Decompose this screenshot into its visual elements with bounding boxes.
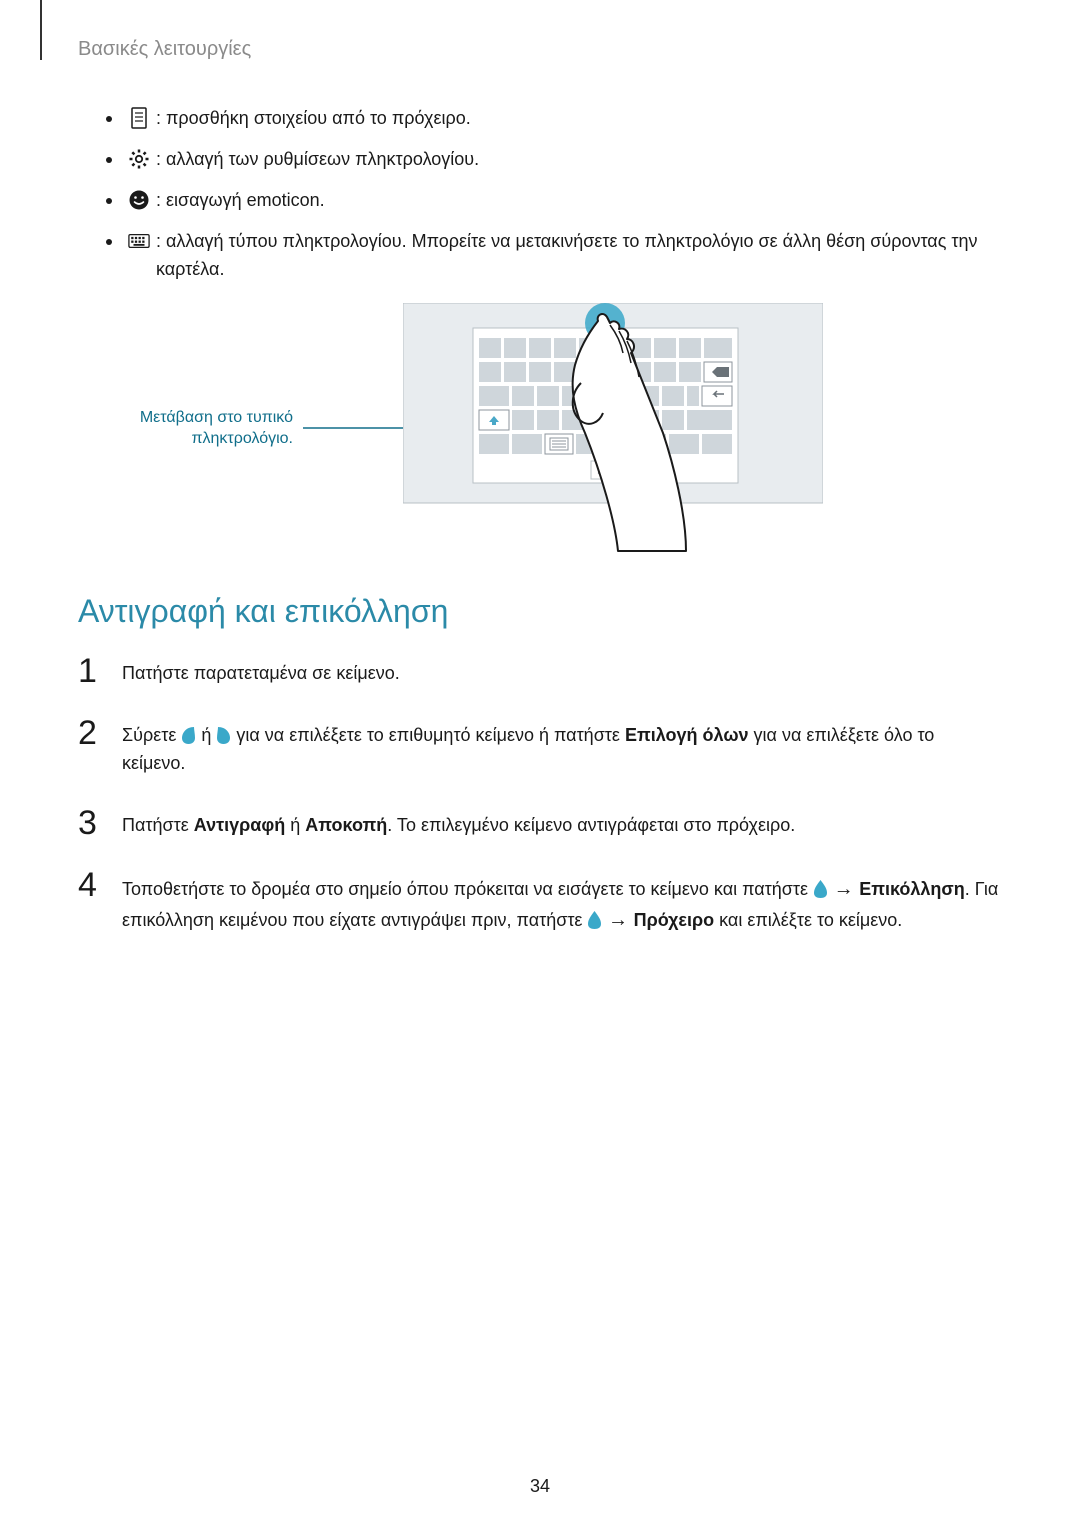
arrow-icon: → bbox=[828, 878, 859, 900]
bullet-dot bbox=[106, 198, 112, 204]
bold-label: Επιλογή όλων bbox=[625, 725, 749, 745]
bullet-text: : αλλαγή τύπου πληκτρολογίου. Μπορείτε ν… bbox=[156, 228, 1002, 284]
bold-label: Πρόχειρο bbox=[634, 910, 715, 930]
bullet-item: : προσθήκη στοιχείου από το πρόχειρο. bbox=[106, 105, 1002, 133]
bold-label: Επικόλληση bbox=[859, 879, 965, 899]
bullet-item: : αλλαγή των ρυθμίσεων πληκτρολογίου. bbox=[106, 146, 1002, 174]
text: Τοποθετήστε το δρομέα στο σημείο όπου πρ… bbox=[122, 879, 813, 899]
keyboard-type-icon bbox=[128, 230, 150, 252]
text: . Το επιλεγμένο κείμενο αντιγράφεται στο… bbox=[387, 815, 795, 835]
bold-label: Αντιγραφή bbox=[194, 815, 285, 835]
step-body: Τοποθετήστε το δρομέα στο σημείο όπου πρ… bbox=[122, 868, 1002, 936]
breadcrumb: Βασικές λειτουργίες bbox=[78, 38, 251, 61]
bullet-text: : προσθήκη στοιχείου από το πρόχειρο. bbox=[156, 105, 1002, 133]
bullet-list: : προσθήκη στοιχείου από το πρόχειρο. : … bbox=[106, 105, 1002, 283]
bullet-text: : εισαγωγή emoticon. bbox=[156, 187, 1002, 215]
arrow-icon: → bbox=[602, 909, 633, 931]
gear-icon bbox=[128, 148, 150, 170]
step-number: 1 bbox=[78, 654, 122, 688]
page-number: 34 bbox=[0, 1476, 1080, 1497]
bullet-dot bbox=[106, 116, 112, 122]
cursor-handle-icon bbox=[587, 910, 602, 929]
step-item: 2 Σύρετε ή για να επιλέξετε το επιθυμητό… bbox=[78, 716, 1002, 778]
text: ή bbox=[196, 725, 216, 745]
step-body: Σύρετε ή για να επιλέξετε το επιθυμητό κ… bbox=[122, 716, 1002, 778]
figure-callout: Μετάβαση στο τυπικό πληκτρολόγιο. bbox=[78, 407, 303, 450]
step-item: 3 Πατήστε Αντιγραφή ή Αποκοπή. Το επιλεγ… bbox=[78, 806, 1002, 840]
numbered-list: 1 Πατήστε παρατεταμένα σε κείμενο. 2 Σύρ… bbox=[78, 654, 1002, 936]
text: Πατήστε bbox=[122, 815, 194, 835]
section-title: Αντιγραφή και επικόλληση bbox=[78, 593, 1002, 630]
callout-line2: πληκτρολόγιο. bbox=[191, 430, 293, 447]
selection-handle-right-icon bbox=[216, 725, 231, 744]
step-body: Πατήστε παρατεταμένα σε κείμενο. bbox=[122, 654, 400, 688]
bold-label: Αποκοπή bbox=[305, 815, 387, 835]
figure-row: Μετάβαση στο τυπικό πληκτρολόγιο. bbox=[78, 303, 1002, 553]
step-item: 4 Τοποθετήστε το δρομέα στο σημείο όπου … bbox=[78, 868, 1002, 936]
bullet-dot bbox=[106, 157, 112, 163]
bullet-item: : αλλαγή τύπου πληκτρολογίου. Μπορείτε ν… bbox=[106, 228, 1002, 284]
step-body: Πατήστε Αντιγραφή ή Αποκοπή. Το επιλεγμέ… bbox=[122, 806, 795, 840]
keyboard-illustration bbox=[403, 303, 823, 553]
bullet-dot bbox=[106, 239, 112, 245]
content-area: : προσθήκη στοιχείου από το πρόχειρο. : … bbox=[78, 105, 1002, 964]
step-number: 3 bbox=[78, 806, 122, 840]
callout-line1: Μετάβαση στο τυπικό bbox=[140, 409, 293, 426]
clipboard-icon bbox=[128, 107, 150, 129]
step-number: 2 bbox=[78, 716, 122, 750]
step-item: 1 Πατήστε παρατεταμένα σε κείμενο. bbox=[78, 654, 1002, 688]
bullet-item: : εισαγωγή emoticon. bbox=[106, 187, 1002, 215]
text: και επιλέξτε το κείμενο. bbox=[714, 910, 902, 930]
page-border-mark bbox=[40, 0, 42, 60]
emoticon-icon bbox=[128, 189, 150, 211]
selection-handle-left-icon bbox=[181, 725, 196, 744]
text: Σύρετε bbox=[122, 725, 181, 745]
step-number: 4 bbox=[78, 868, 122, 902]
cursor-handle-icon bbox=[813, 879, 828, 898]
callout-line bbox=[303, 423, 403, 433]
text: για να επιλέξετε το επιθυμητό κείμενο ή … bbox=[231, 725, 625, 745]
text: ή bbox=[285, 815, 305, 835]
bullet-text: : αλλαγή των ρυθμίσεων πληκτρολογίου. bbox=[156, 146, 1002, 174]
